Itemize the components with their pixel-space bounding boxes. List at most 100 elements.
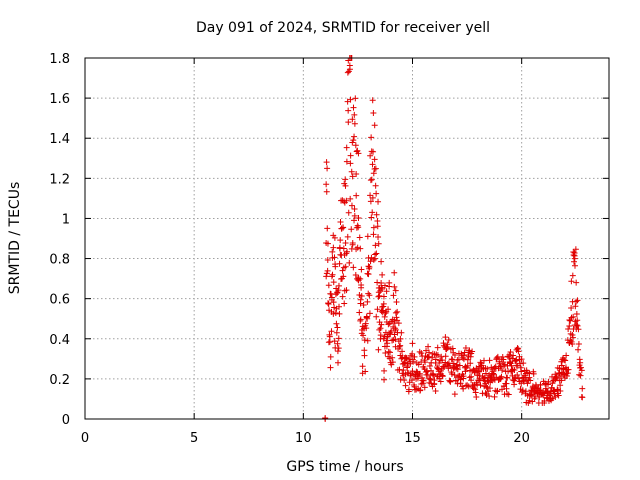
data-point <box>426 363 433 370</box>
data-point <box>350 264 357 271</box>
data-point <box>385 306 392 313</box>
data-point <box>347 152 354 159</box>
data-point <box>365 271 372 278</box>
data-point <box>448 370 455 377</box>
y-tick-label: 1.2 <box>49 172 70 187</box>
data-point <box>385 348 392 355</box>
data-point <box>398 329 405 336</box>
data-point <box>349 241 356 248</box>
data-point <box>352 271 359 278</box>
data-point <box>483 391 490 398</box>
data-point <box>552 393 559 400</box>
data-point <box>399 348 406 355</box>
data-point <box>493 355 500 362</box>
data-point <box>374 217 381 224</box>
data-point <box>565 326 572 333</box>
data-point <box>418 350 425 357</box>
data-point <box>377 332 384 339</box>
data-point <box>335 282 342 289</box>
data-point <box>401 377 408 384</box>
data-point <box>347 195 354 202</box>
data-point <box>342 182 349 189</box>
data-point <box>460 356 467 363</box>
data-point <box>351 120 358 127</box>
data-point <box>349 116 356 123</box>
data-point <box>573 279 580 286</box>
data-point <box>346 259 353 266</box>
y-tick-label: 1.4 <box>49 132 70 147</box>
data-point <box>499 353 506 360</box>
data-point <box>343 144 350 151</box>
data-point <box>364 337 371 344</box>
data-point <box>354 147 361 154</box>
data-point <box>374 306 381 313</box>
data-point <box>348 168 355 175</box>
data-point <box>434 344 441 351</box>
data-point <box>577 364 584 371</box>
data-point <box>489 366 496 373</box>
data-point <box>472 386 479 393</box>
data-point <box>343 287 350 294</box>
data-point <box>522 388 529 395</box>
data-point <box>515 348 522 355</box>
data-point <box>351 217 358 224</box>
data-point <box>500 356 507 363</box>
data-point <box>426 349 433 356</box>
data-point <box>334 340 341 347</box>
data-point <box>342 239 349 246</box>
x-tick-label: 20 <box>513 431 530 446</box>
data-point <box>573 321 580 328</box>
data-point <box>388 328 395 335</box>
data-point <box>390 292 397 299</box>
data-point <box>369 194 376 201</box>
x-tick-label: 10 <box>295 431 312 446</box>
data-point <box>476 368 483 375</box>
data-point <box>372 182 379 189</box>
data-point <box>358 266 365 273</box>
data-point <box>324 257 331 264</box>
data-point <box>375 346 382 353</box>
data-point <box>368 176 375 183</box>
data-point <box>579 385 586 392</box>
data-point <box>360 301 367 308</box>
data-point <box>439 357 446 364</box>
data-point <box>571 262 578 269</box>
data-point <box>330 299 337 306</box>
data-point <box>384 340 391 347</box>
data-point <box>336 303 343 310</box>
data-point <box>464 382 471 389</box>
data-point <box>391 269 398 276</box>
data-point <box>357 317 364 324</box>
data-point <box>576 371 583 378</box>
y-axis-label: SRMTID / TECUs <box>7 182 23 295</box>
data-point <box>347 96 354 103</box>
data-point <box>324 225 331 232</box>
y-tick-label: 0.8 <box>49 253 70 268</box>
data-point <box>362 368 369 375</box>
y-tick-label: 1.8 <box>49 52 70 67</box>
data-point <box>357 275 364 282</box>
data-point <box>381 282 388 289</box>
data-point <box>451 391 458 398</box>
data-point <box>404 364 411 371</box>
data-point <box>323 181 330 188</box>
data-point <box>381 313 388 320</box>
data-point <box>382 310 389 317</box>
data-point <box>322 414 329 421</box>
data-point <box>484 375 491 382</box>
data-point <box>328 294 335 301</box>
data-point <box>331 254 338 261</box>
data-point <box>340 273 347 280</box>
data-point <box>577 372 584 379</box>
data-point <box>451 371 458 378</box>
data-point <box>330 279 337 286</box>
data-point <box>568 305 575 312</box>
data-point <box>527 392 534 399</box>
data-point <box>563 373 570 380</box>
data-point <box>351 111 358 118</box>
data-point <box>505 391 512 398</box>
data-point <box>355 150 362 157</box>
data-point <box>408 370 415 377</box>
data-point <box>485 388 492 395</box>
data-point <box>467 360 474 367</box>
